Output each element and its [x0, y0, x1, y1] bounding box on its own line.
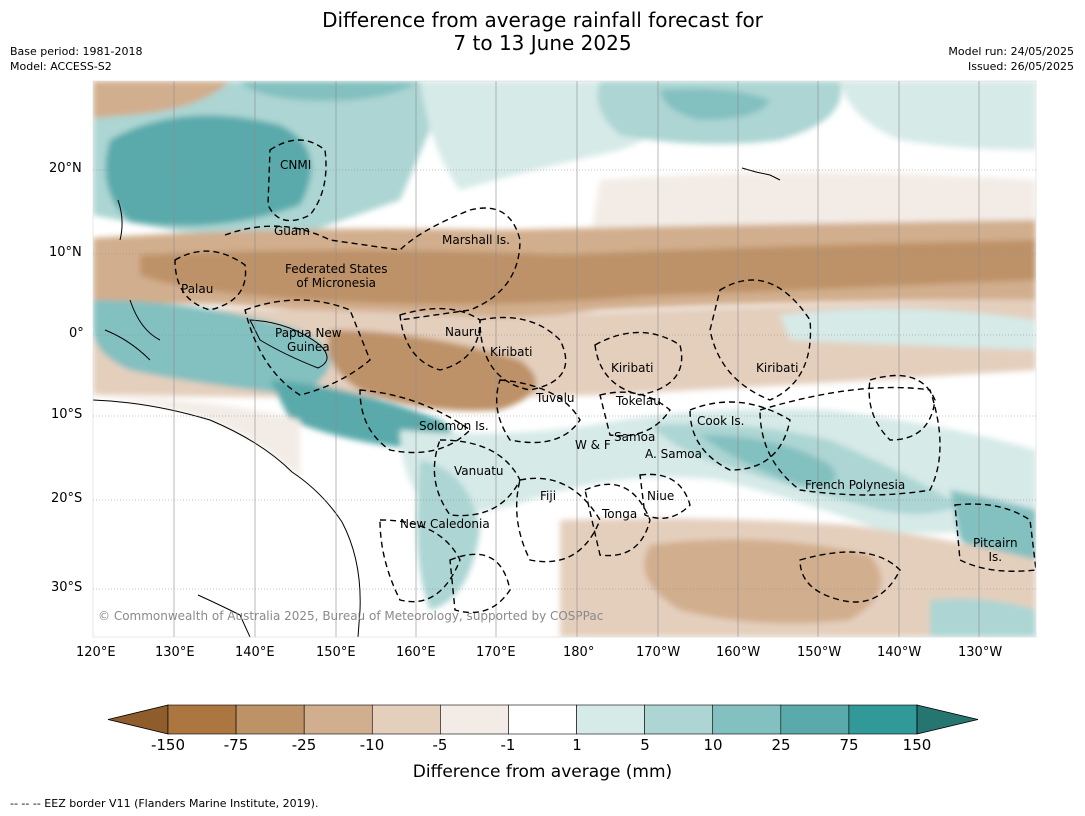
colorbar-label: 10: [703, 736, 723, 754]
region-label-guam: Guam: [274, 224, 310, 238]
region-label-kiribati-line: Kiribati: [756, 361, 799, 375]
region-label-w-and-f: W & F: [575, 438, 611, 452]
region-label-tokelau: Tokelau: [616, 394, 661, 408]
colorbar-segment: [440, 704, 509, 735]
region-label-png-line2: Guinea: [287, 340, 330, 354]
title-line-1: Difference from average rainfall forecas…: [322, 8, 763, 32]
graticule: [93, 81, 1036, 637]
region-label-vanuatu: Vanuatu: [454, 464, 504, 478]
region-label-tuvalu: Tuvalu: [536, 391, 575, 405]
lon-tick: 180°: [563, 645, 595, 660]
region-label-french-polynesia: French Polynesia: [805, 478, 906, 492]
colorbar-extend-low: [107, 704, 169, 735]
colorbar-segment: [508, 704, 577, 735]
region-label-samoa: Samoa: [614, 430, 656, 444]
meta-left: Base period: 1981-2018 Model: ACCESS-S2: [10, 44, 142, 74]
colorbar-extend-high: [916, 704, 979, 735]
lon-tick: 150°E: [316, 645, 356, 660]
lat-tick: 30°S: [51, 580, 83, 595]
region-label-tonga: Tonga: [602, 507, 638, 521]
region-label-new-caledonia: New Caledonia: [400, 517, 490, 531]
colorbar-segment: [712, 704, 782, 735]
lat-tick: 10°S: [51, 407, 83, 422]
eez-footnote: -- -- -- EEZ border V11 (Flanders Marine…: [10, 797, 319, 810]
region-label-a-samoa: A. Samoa: [645, 447, 702, 461]
title-line-2: 7 to 13 June 2025: [453, 31, 632, 55]
colorbar-segment: [303, 704, 373, 735]
colorbar-label: -75: [223, 736, 249, 754]
colorbar-label: 150: [902, 736, 932, 754]
colorbar-label: 75: [839, 736, 859, 754]
lon-tick: 170°E: [476, 645, 516, 660]
region-label-pitcairn-line2: Is.: [988, 550, 1003, 564]
region-label-pitcairn-is: Pitcairn Is.: [973, 536, 1018, 564]
model-name: Model: ACCESS-S2: [10, 60, 112, 73]
lon-tick: 150°W: [797, 645, 842, 660]
region-label-pitcairn-line1: Pitcairn: [973, 536, 1018, 550]
region-label-fsm-line2: of Micronesia: [296, 276, 377, 290]
colorbar-title: Difference from average (mm): [412, 762, 673, 782]
lat-tick: 20°S: [51, 491, 83, 506]
colorbar-label: -25: [291, 736, 317, 754]
lon-tick: 160°E: [396, 645, 436, 660]
model-run: Model run: 24/05/2025: [948, 45, 1074, 58]
eez-borders: [174, 139, 1036, 614]
region-label-palau: Palau: [181, 282, 214, 296]
colorbar-label: -10: [359, 736, 385, 754]
lat-tick: 10°N: [49, 245, 82, 260]
colorbar-label: -5: [432, 736, 448, 754]
colorbar: [107, 704, 979, 735]
issued-date: Issued: 26/05/2025: [967, 60, 1074, 73]
lon-tick: 140°E: [235, 645, 275, 660]
region-label-kiribati-phoenix: Kiribati: [611, 361, 654, 375]
lon-tick: 140°W: [877, 645, 922, 660]
lon-tick: 160°W: [716, 645, 761, 660]
lon-tick: 130°E: [155, 645, 195, 660]
colorbar-label: -1: [500, 736, 516, 754]
colorbar-segment: [848, 704, 918, 735]
base-period: Base period: 1981-2018: [10, 45, 143, 58]
region-label-solomon-is: Solomon Is.: [419, 419, 489, 433]
region-label-fsm: Federated States of Micronesia: [285, 262, 387, 290]
region-label-cnmi: CNMI: [280, 158, 312, 172]
region-label-kiribati-gilbert: Kiribati: [490, 345, 533, 359]
map-field: [93, 81, 1036, 637]
region-label-png-line1: Papua New: [275, 326, 342, 340]
lat-tick: 20°N: [49, 161, 82, 176]
colorbar-segment: [235, 704, 305, 735]
lon-tick: 170°W: [636, 645, 681, 660]
region-label-nauru: Nauru: [445, 325, 482, 339]
copyright-notice: © Commonwealth of Australia 2025, Bureau…: [98, 609, 604, 623]
region-label-fsm-line1: Federated States: [285, 262, 388, 276]
colorbar-segment: [644, 704, 714, 735]
lon-tick: 130°W: [958, 645, 1003, 660]
colorbar-label: 5: [640, 736, 650, 754]
colorbar-label: 25: [771, 736, 791, 754]
region-label-niue: Niue: [647, 489, 675, 503]
lon-tick: 120°E: [76, 645, 116, 660]
lat-tick: 0°: [69, 326, 84, 341]
region-label-png: Papua New Guinea: [275, 326, 342, 354]
meta-right: Model run: 24/05/2025 Issued: 26/05/2025: [948, 44, 1074, 74]
region-label-fiji: Fiji: [540, 489, 557, 503]
colorbar-segment: [371, 704, 441, 735]
region-label-marshall-is: Marshall Is.: [442, 233, 510, 247]
colorbar-label: 1: [572, 736, 582, 754]
colorbar-segment: [780, 704, 850, 735]
colorbar-segment: [576, 704, 645, 735]
region-label-cook-is: Cook Is.: [697, 414, 745, 428]
colorbar-segment: [167, 704, 237, 735]
colorbar-label: -150: [150, 736, 186, 754]
